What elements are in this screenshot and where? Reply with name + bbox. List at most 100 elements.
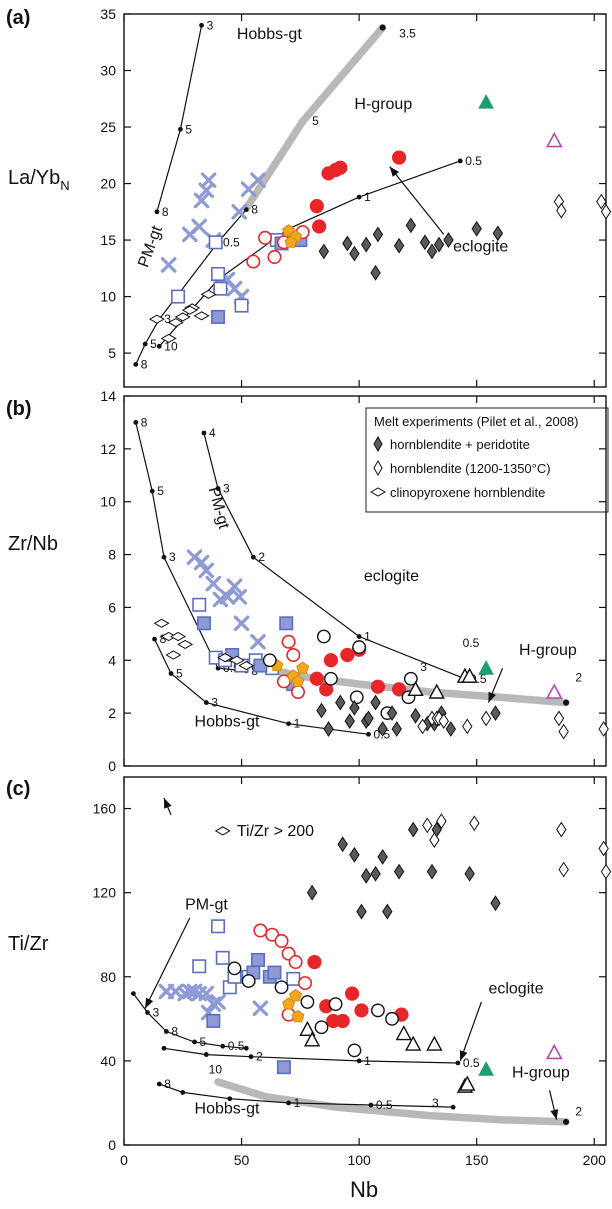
curve-node-label: 8 [251,203,258,217]
y-tick-label: 10 [100,289,116,305]
data-point-blue-cross [205,575,222,592]
data-point-black-open-circle [324,671,338,686]
panel-a: (a) La/YbN 510152025303553.58538530.5810… [6,6,612,388]
curve-node [366,731,371,737]
data-point-open-diamond [469,815,480,832]
curve-node-label: 3 [164,312,171,326]
data-point-dark-diamond [419,234,431,251]
data-point-cpx-diamond [200,289,217,299]
cross-stroke [200,172,217,188]
data-point-dark-diamond [490,705,501,722]
data-point-dark-diamond [492,225,504,242]
legend-entry: hornblendite (1200-1350°C) [390,461,551,476]
data-point-orange-pentagon [291,1009,305,1023]
data-point-black-open-triangle [461,667,478,683]
data-point-dark-diamond [445,721,457,737]
series-blue-x [158,983,269,1021]
series-open-diamond [553,193,612,220]
plot-frame [123,395,607,767]
annotation-label: Ti/Zr > 200 [237,823,314,840]
curve-node-label: 5 [176,667,183,681]
cross-stroke [198,985,215,1002]
data-point-open-diamond [598,721,609,737]
data-point-dark-diamond [349,699,360,716]
series-green-triangle [478,1061,494,1076]
data-point-cpx-diamond [153,618,170,628]
data-point-black-open-circle [316,629,331,644]
data-point-red-filled-circle [333,160,348,175]
cross-stroke [191,218,208,235]
data-point-cpx-diamond [174,312,191,322]
data-point-open-diamond [462,718,473,735]
data-point-blue-filled-square [251,952,266,967]
annotation-arrow [548,1090,559,1120]
data-point-red-filled-circle [309,199,324,214]
series-open-diamond [417,710,609,740]
data-point-magenta-open-triangle [545,683,563,699]
data-point-dark-diamond [360,236,372,253]
data-point-blue-filled-square [279,616,294,631]
annotation-label: PM-gt [185,896,228,913]
cross-stroke [219,589,236,605]
data-point-dark-diamond [370,865,381,882]
data-point-dark-diamond [382,903,393,920]
x-tick-label: 100 [347,1152,371,1168]
data-point-open-diamond [417,718,428,735]
curve-node [201,430,207,436]
series-magenta-open-triangle [545,683,563,699]
data-point-cpx-diamond [238,660,255,671]
curve-node-label: 8 [162,205,169,219]
data-point-black-open-triangle [405,1035,422,1051]
data-point-open-diamond [558,861,569,878]
data-point-red-open-circle [267,250,282,265]
y-tick-label: 40 [100,1053,116,1069]
curve-node [203,700,209,705]
curve-node-label: 0.5 [465,154,482,168]
model-curve-pm-gt [135,422,247,672]
plot-frame [123,776,607,1146]
y-tick-label: 30 [100,63,116,79]
trend-end-dot [563,699,570,706]
legend-dark-diamond-marker [373,435,383,453]
curve-node-label: 3 [211,696,218,710]
curve-node-label: 1 [364,190,371,204]
arrow-shaft [459,1001,482,1062]
data-point-blue-open-square [211,919,226,934]
data-point-magenta-open-triangle [545,1043,563,1060]
x-tick-label: 200 [583,1152,607,1168]
y-axis-label-main: La/Yb [8,167,60,189]
curve-node [203,1052,209,1057]
data-point-dark-diamond [318,243,330,260]
data-point-cpx-diamond [177,639,194,650]
data-point-black-open-circle [328,997,343,1012]
legend-entry: hornblendite + peridotite [390,437,530,452]
cross-stroke [252,1000,269,1017]
model-curve-hobbs-gt [156,25,203,212]
series-black-open-triangle [407,667,478,699]
curve-node [457,158,463,164]
curve-node-label: 8 [160,632,167,646]
arrow-head [145,997,154,1009]
series-red-open-circle [276,634,305,699]
data-point-black-open-circle [241,974,256,988]
series-cpx-diamond [153,618,255,671]
data-point-black-open-triangle [395,1025,412,1041]
y-tick-label: 10 [100,494,116,510]
data-point-cpx-diamond [170,631,187,642]
data-point-blue-cross [193,554,210,571]
data-point-dark-diamond [433,236,445,253]
cross-stroke [250,172,266,188]
curve-node [243,1045,249,1051]
data-point-red-open-circle [286,647,301,662]
panel-label: (c) [6,778,30,800]
cross-stroke [231,204,248,220]
data-point-red-filled-circle [391,682,407,697]
data-point-dark-diamond [363,710,374,727]
y-axis-label: La/YbN [8,167,70,193]
plot-frame [123,13,607,388]
cross-stroke [250,633,266,650]
curve-node [156,343,162,349]
data-point-dark-diamond [344,713,355,729]
data-point-dark-diamond [316,702,327,719]
data-point-blue-open-square [211,266,226,281]
